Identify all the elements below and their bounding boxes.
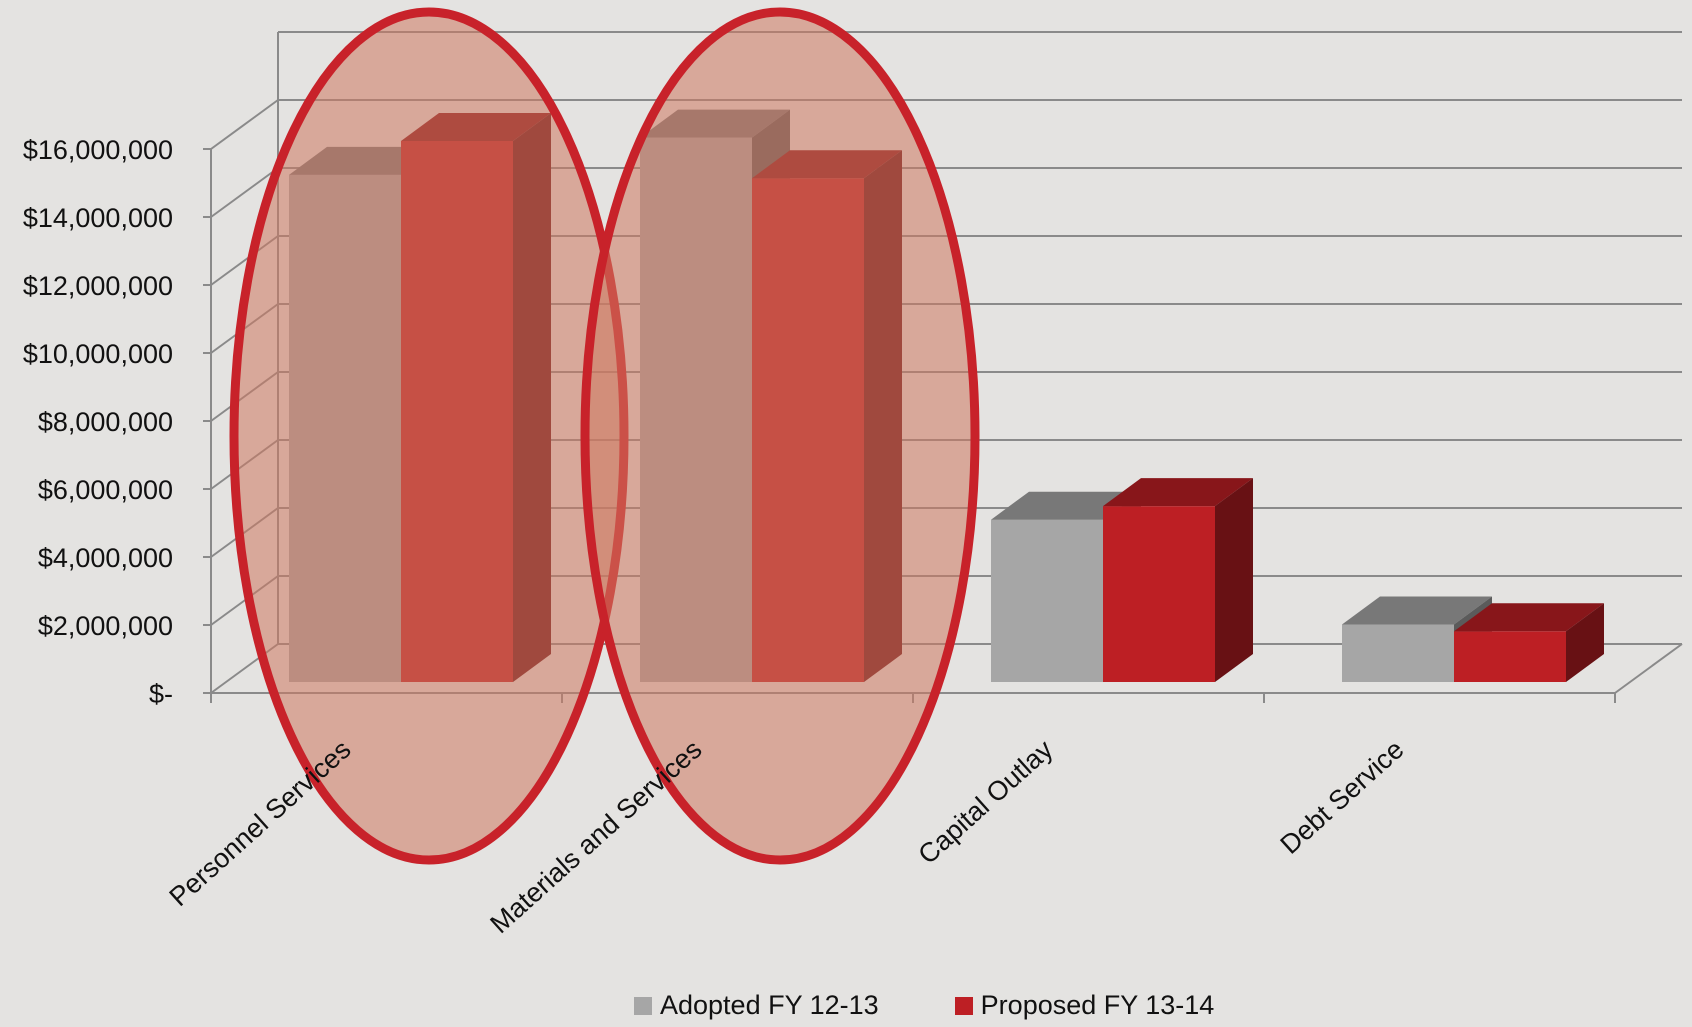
- x-category-label: Personnel Services: [164, 734, 357, 912]
- bar-front: [1342, 624, 1454, 682]
- x-category-label: Capital Outlay: [912, 734, 1058, 870]
- floor-right-edge: [1614, 643, 1683, 694]
- bar-top: [1454, 603, 1604, 632]
- y-tick-label: $16,000,000: [23, 135, 173, 165]
- gridline-side: [210, 99, 279, 150]
- bar-top: [1342, 596, 1492, 625]
- bar-front: [991, 519, 1103, 682]
- x-category-label: Debt Service: [1275, 734, 1410, 860]
- highlight-layer: [229, 7, 980, 865]
- bar-front: [1103, 506, 1215, 682]
- legend-item-proposed: Proposed FY 13-14: [954, 990, 1215, 1021]
- highlight-oval: [229, 7, 629, 865]
- y-tick-label: $12,000,000: [23, 271, 173, 301]
- bar-top: [1103, 478, 1253, 507]
- y-tick-label: $2,000,000: [38, 611, 173, 641]
- legend-label-proposed: Proposed FY 13-14: [980, 990, 1215, 1020]
- highlight-oval: [580, 7, 980, 865]
- bar: [1103, 478, 1253, 682]
- y-tick-label: $14,000,000: [23, 203, 173, 233]
- legend-swatch-adopted: [634, 996, 652, 1015]
- legend-item-adopted: Adopted FY 12-13: [634, 990, 879, 1021]
- bar-front: [1454, 631, 1566, 682]
- bar: [1454, 603, 1604, 682]
- legend: Adopted FY 12-13 Proposed FY 13-14: [634, 990, 1214, 1021]
- legend-swatch-proposed: [954, 996, 973, 1015]
- y-tick-label: $-: [149, 679, 173, 709]
- legend-label-adopted: Adopted FY 12-13: [660, 990, 879, 1020]
- y-tick-label: $8,000,000: [38, 407, 173, 437]
- gridline-side: [210, 167, 279, 218]
- y-tick-label: $6,000,000: [38, 475, 173, 505]
- bar-side: [1215, 478, 1253, 682]
- y-tick-label: $4,000,000: [38, 543, 173, 573]
- bar-side: [1566, 603, 1604, 682]
- y-tick-label: $10,000,000: [23, 339, 173, 369]
